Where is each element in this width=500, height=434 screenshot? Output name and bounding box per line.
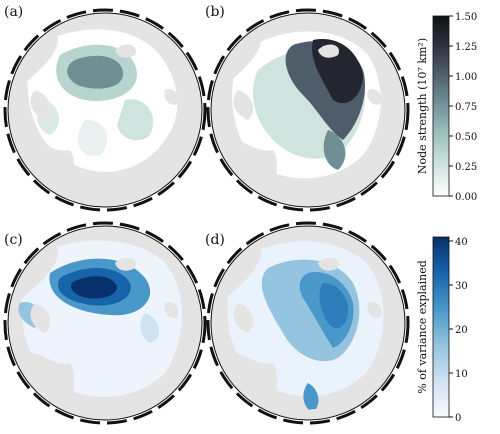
- map-panel-c: (c): [3, 221, 207, 425]
- tick-label: 0.00: [455, 192, 477, 203]
- tick-label: 10: [455, 369, 468, 380]
- tick-label: 0.75: [455, 102, 477, 113]
- tick-label: 1.00: [455, 72, 477, 83]
- map-panel-b: (b): [205, 4, 410, 212]
- panel-label-b: (b): [205, 4, 225, 20]
- tick-label: 20: [455, 325, 468, 336]
- tick-label: 0.50: [455, 132, 477, 143]
- tick-label: 0: [455, 413, 461, 424]
- tick-label: 40: [455, 237, 468, 248]
- colorbar-title-a: Node strength (10⁷ km²): [416, 38, 429, 174]
- colorbar-ticks-a: 1.50 1.25 1.00 0.75 0.50 0.25 0.00: [449, 12, 477, 203]
- map-panel-a: (a): [3, 4, 207, 212]
- tick-label: 0.25: [455, 162, 477, 173]
- panel-label-c: (c): [4, 232, 23, 248]
- tick-label: 1.50: [455, 12, 477, 23]
- tick-label: 30: [455, 281, 468, 292]
- colorbar-variance: 40 30 20 10 0 % of variance explained: [416, 236, 468, 424]
- colorbar-node-strength: 1.50 1.25 1.00 0.75 0.50 0.25 0.00 Node …: [416, 12, 477, 203]
- map-panel-d: (d): [205, 221, 410, 425]
- colorbar-ticks-b: 40 30 20 10 0: [449, 237, 468, 424]
- panel-label-d: (d): [205, 232, 225, 248]
- panel-label-a: (a): [4, 4, 23, 20]
- colorbar-title-b: % of variance explained: [416, 260, 429, 393]
- tick-label: 1.25: [455, 42, 477, 53]
